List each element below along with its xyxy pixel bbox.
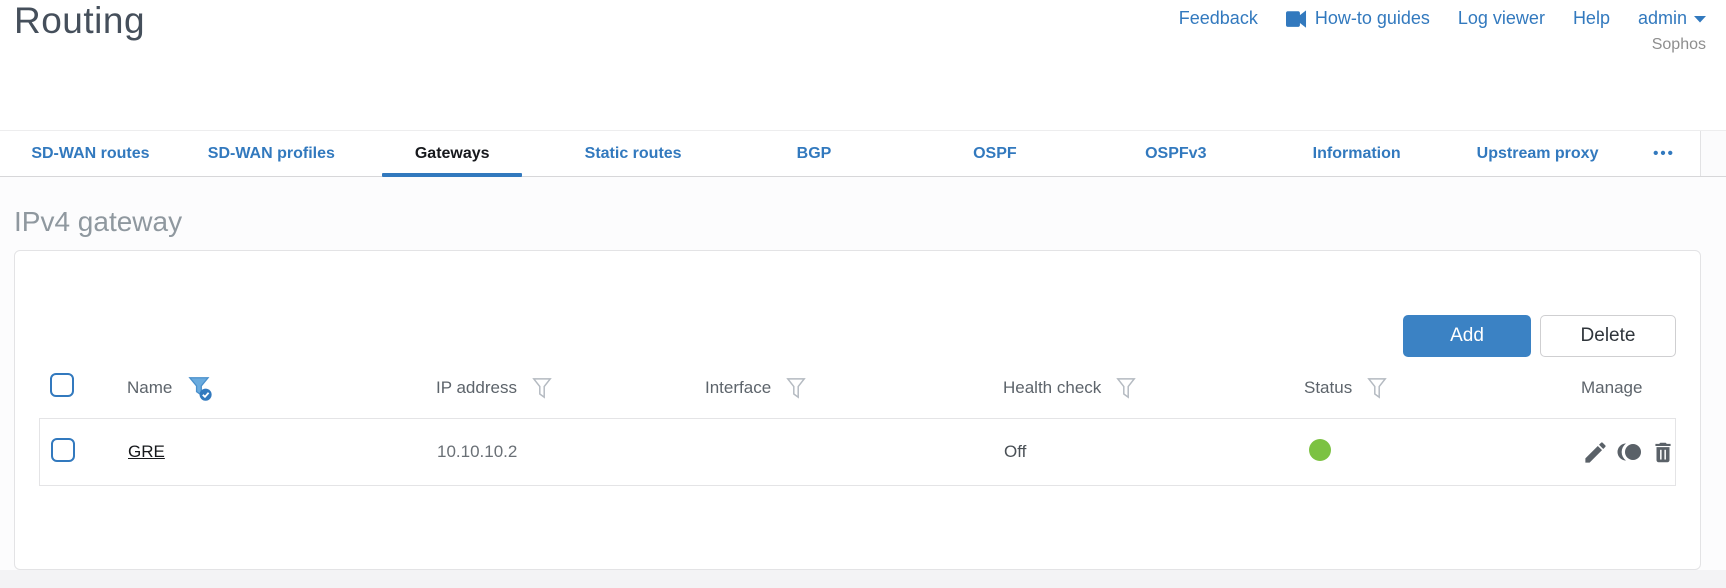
column-interface: Interface xyxy=(705,377,772,397)
header-links: Feedback How-to guides Log viewer Help a… xyxy=(1179,8,1706,29)
toolbar: Add Delete xyxy=(39,315,1676,357)
pencil-icon[interactable] xyxy=(1582,439,1609,466)
bottom-strip xyxy=(0,570,1726,588)
tab-sdwan-routes[interactable]: SD-WAN routes xyxy=(31,144,150,162)
tab-ospf[interactable]: OSPF xyxy=(973,144,1017,162)
table-body: GRE 10.10.10.2 Off xyxy=(39,418,1676,486)
table-row: GRE 10.10.10.2 Off xyxy=(40,419,1675,485)
column-status: Status xyxy=(1304,377,1353,397)
chevron-down-icon xyxy=(1694,15,1706,23)
tab-ospfv3[interactable]: OSPFv3 xyxy=(1145,144,1207,162)
table-header: Name IP address Interface xyxy=(39,357,1676,418)
brand-label: Sophos xyxy=(1651,36,1706,53)
gateway-ip-value: 10.10.10.2 xyxy=(437,442,518,461)
column-manage: Manage xyxy=(1581,377,1643,397)
section-title: IPv4 gateway xyxy=(14,206,183,237)
tab-sdwan-profiles[interactable]: SD-WAN profiles xyxy=(207,144,335,162)
gateway-health-check-value: Off xyxy=(1004,442,1027,461)
tab-upstream-proxy[interactable]: Upstream proxy xyxy=(1476,144,1599,162)
funnel-check-icon[interactable] xyxy=(186,374,214,402)
row-select-checkbox[interactable] xyxy=(51,437,75,462)
funnel-icon[interactable] xyxy=(785,376,807,400)
video-camera-icon xyxy=(1285,9,1308,28)
select-all-checkbox[interactable] xyxy=(50,373,74,397)
add-button[interactable]: Add xyxy=(1403,315,1531,357)
trash-icon[interactable] xyxy=(1650,439,1676,466)
manage-actions xyxy=(1542,439,1676,466)
funnel-icon[interactable] xyxy=(1115,376,1137,400)
column-name: Name xyxy=(127,377,173,397)
help-link[interactable]: Help xyxy=(1572,8,1610,28)
tab-gateways[interactable]: Gateways xyxy=(362,131,543,176)
user-menu[interactable]: admin xyxy=(1638,8,1706,29)
page-title: Routing xyxy=(14,0,146,41)
tab-static-routes[interactable]: Static routes xyxy=(584,144,682,162)
gateway-name-link[interactable]: GRE xyxy=(128,442,165,461)
ipv4-gateway-card: Add Delete Name IP address xyxy=(14,250,1701,570)
column-health-check: Health check xyxy=(1003,377,1102,397)
how-to-guides-link[interactable]: How-to guides xyxy=(1285,8,1430,29)
tab-bar: SD-WAN routes SD-WAN profiles Gateways S… xyxy=(0,130,1726,177)
header-right: Feedback How-to guides Log viewer Help a… xyxy=(1179,8,1706,54)
tab-information[interactable]: Information xyxy=(1312,144,1401,162)
status-up-dot xyxy=(1309,438,1331,461)
funnel-icon[interactable] xyxy=(531,376,553,400)
tab-bgp[interactable]: BGP xyxy=(796,144,832,162)
delete-button[interactable]: Delete xyxy=(1540,315,1676,357)
clone-icon[interactable] xyxy=(1616,440,1643,464)
funnel-icon[interactable] xyxy=(1366,376,1388,400)
feedback-link[interactable]: Feedback xyxy=(1178,8,1258,28)
content-area: IPv4 gateway Add Delete Name IP address xyxy=(0,177,1726,570)
log-viewer-link[interactable]: Log viewer xyxy=(1457,8,1545,28)
column-ip-address: IP address xyxy=(436,377,517,397)
tab-overflow-menu[interactable]: ••• xyxy=(1653,145,1675,162)
page-header: Routing Feedback How-to guides Log viewe… xyxy=(0,0,1726,130)
